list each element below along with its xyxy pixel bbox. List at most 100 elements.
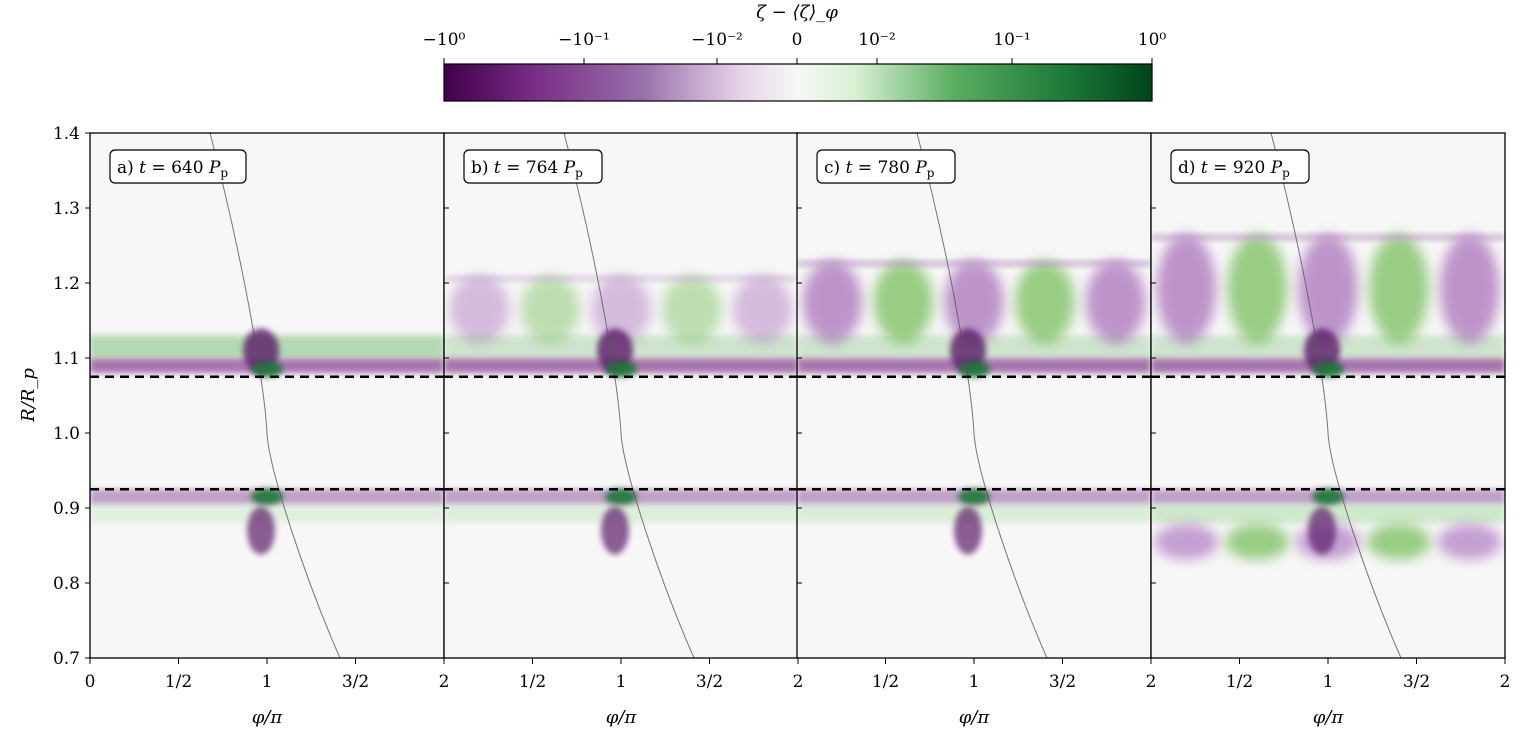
- x-tick-label: 2: [1500, 672, 1511, 692]
- x-tick-label: 1/2: [165, 672, 192, 692]
- y-tick-label: 1.1: [53, 349, 80, 369]
- spiral-wake: [916, 133, 1048, 658]
- panel-label-box: [816, 149, 956, 184]
- panel-label: b) t = 764 Pp: [471, 158, 583, 180]
- y-axis-title: R/R_p: [18, 368, 39, 423]
- turbulent-vortex: [1298, 234, 1358, 343]
- colorbar-tick-label: 10⁻²: [858, 30, 895, 50]
- turbulent-vortex: [732, 275, 793, 343]
- x-tick-label: 0: [85, 672, 96, 692]
- vortex-blob: [251, 361, 283, 378]
- turbulent-vortex: [1085, 260, 1146, 343]
- vortex-blob: [605, 488, 637, 505]
- spiral-wake: [1270, 133, 1402, 658]
- colorbar-tick-label: 0: [792, 30, 803, 50]
- turbulent-vortex: [1015, 260, 1075, 343]
- turbulent-vortex: [1156, 234, 1217, 343]
- heatmap-field: [797, 133, 1151, 658]
- spiral-wake: [209, 133, 341, 658]
- colorbar-tick-label: −10⁻¹: [558, 30, 610, 50]
- x-tick-label: 1/2: [872, 672, 899, 692]
- x-tick-label: 1: [1323, 672, 1334, 692]
- vorticity-band: [797, 260, 1151, 267]
- turbulent-vortex: [1437, 523, 1502, 560]
- x-tick-label: 1: [616, 672, 627, 692]
- turbulent-vortex: [1227, 234, 1287, 343]
- panel-label: d) t = 920 Pp: [1178, 158, 1290, 180]
- vortex-blob: [1312, 488, 1344, 505]
- vortex-blob: [958, 488, 990, 505]
- x-tick-label: 2: [439, 672, 450, 692]
- x-tick-label: 2: [1146, 672, 1157, 692]
- colorbar-tick-label: 10⁰: [1138, 30, 1167, 50]
- colorbar-gradient: [443, 63, 1153, 102]
- heatmap-field: [1151, 133, 1505, 658]
- turbulent-vortex: [449, 275, 510, 343]
- x-axis-4: 1/2 1 3/2 2 φ/π: [1226, 658, 1511, 728]
- x-axis-title: φ/π: [252, 707, 284, 728]
- turbulent-vortex: [802, 260, 863, 343]
- turbulent-vortex: [662, 275, 722, 343]
- x-tick-label: 2: [793, 672, 804, 692]
- colorbar-tick-labels: −10⁰ −10⁻¹ −10⁻² 0 10⁻² 10⁻¹ 10⁰: [423, 30, 1167, 50]
- panel-3: c) t = 780 Pp: [796, 132, 1152, 659]
- y-tick-label: 1.2: [53, 274, 80, 294]
- panel-4: d) t = 920 Pp: [1150, 132, 1506, 659]
- x-tick-label: 1/2: [1226, 672, 1253, 692]
- colorbar-tick-label: −10⁻²: [691, 30, 743, 50]
- vortex-blob: [1312, 361, 1344, 378]
- y-tick-labels: 0.7 0.8 0.9 1.0 1.1 1.2 1.3 1.4: [53, 124, 80, 669]
- x-tick-label: 3/2: [696, 672, 723, 692]
- panel-label-box: [1170, 149, 1310, 184]
- vortex-blob: [247, 506, 275, 555]
- colorbar-tick-marks: [443, 58, 1153, 64]
- colorbar-tick-label: 10⁻¹: [993, 30, 1030, 50]
- heatmap-background: [90, 133, 444, 658]
- x-tick-label: 3/2: [342, 672, 369, 692]
- heatmap-field: [444, 133, 798, 658]
- x-tick-label: 3/2: [1403, 672, 1430, 692]
- x-tick-label: 1/2: [519, 672, 546, 692]
- heatmap-field: [90, 133, 444, 658]
- vorticity-band: [444, 275, 798, 282]
- turbulent-vortex: [1154, 523, 1219, 560]
- panel-1: a) t = 640 Pp: [85, 132, 445, 659]
- y-axis: R/R_p 0.7 0.8 0.9 1.0 1.1 1.2 1.3 1.4: [18, 124, 80, 669]
- y-tick-label: 1.3: [53, 199, 80, 219]
- panel-label: a) t = 640 Pp: [117, 158, 228, 180]
- colorbar-tick-label: −10⁰: [423, 30, 466, 50]
- x-axes: 0 1/2 1 3/2 2 φ/π 1/2 1 3/2 2 φ/π 1/2 1 3/2 2 φ/π 1/2 1 3/…: [85, 658, 1511, 728]
- turbulent-vortex: [1366, 523, 1431, 560]
- turbulent-vortex: [873, 260, 933, 343]
- y-tick-label: 1.4: [53, 124, 80, 144]
- y-tick-label: 0.9: [53, 499, 80, 519]
- vortex-blob: [251, 488, 283, 505]
- panel-label-box: [463, 149, 603, 184]
- y-tick-label: 0.8: [53, 574, 80, 594]
- vortex-blob: [1308, 506, 1336, 555]
- turbulent-vortex: [1369, 234, 1429, 343]
- panel-label-box: [109, 149, 247, 184]
- x-axis-title: φ/π: [959, 707, 991, 728]
- x-axis-3: 1/2 1 3/2 2 φ/π: [872, 658, 1157, 728]
- heatmap-background: [797, 133, 1151, 658]
- panel-label: c) t = 780 Pp: [824, 158, 935, 180]
- x-tick-label: 1: [262, 672, 273, 692]
- colorbar: ζ − ⟨ζ⟩_φ −10⁰ −10⁻¹ −10⁻² 0 10⁻² 10⁻¹ 10⁰: [423, 2, 1167, 102]
- x-axis-1: 0 1/2 1 3/2 2 φ/π: [85, 658, 450, 728]
- vorticity-band: [1151, 234, 1505, 241]
- turbulent-vortex: [1439, 234, 1500, 343]
- x-axis-2: 1/2 1 3/2 2 φ/π: [519, 658, 804, 728]
- spiral-wake: [563, 133, 695, 658]
- vortex-blob: [958, 361, 990, 378]
- vortex-blob: [605, 361, 637, 378]
- turbulent-vortex: [1225, 523, 1290, 560]
- y-tick-label: 0.7: [53, 649, 80, 669]
- turbulent-vortex: [520, 275, 580, 343]
- y-tick-label: 1.0: [53, 424, 80, 444]
- x-tick-label: 1: [969, 672, 980, 692]
- heatmap-background: [1151, 133, 1505, 658]
- vortex-blob: [954, 506, 982, 555]
- x-axis-title: φ/π: [1313, 707, 1345, 728]
- x-axis-title: φ/π: [606, 707, 638, 728]
